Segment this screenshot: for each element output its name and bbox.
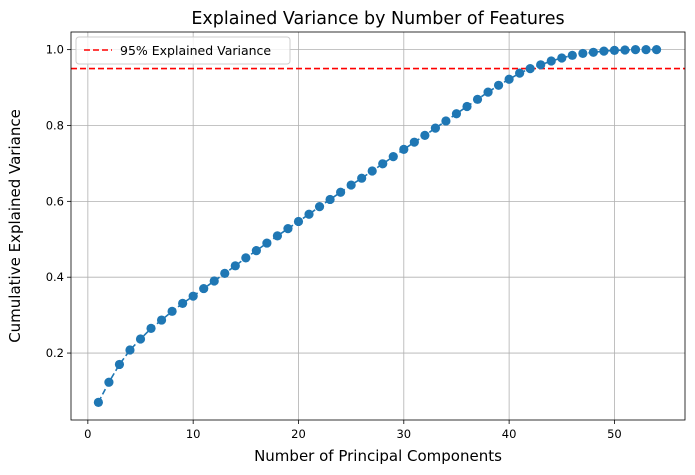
data-point bbox=[135, 334, 146, 344]
y-tick-label: 1.0 bbox=[46, 43, 64, 57]
data-point bbox=[241, 253, 251, 263]
data-point bbox=[346, 180, 356, 190]
data-point bbox=[125, 345, 135, 355]
data-point bbox=[367, 166, 377, 176]
data-point bbox=[325, 194, 335, 205]
data-point bbox=[272, 231, 283, 241]
x-tick-label: 0 bbox=[84, 427, 91, 441]
x-tick-label: 40 bbox=[502, 427, 517, 441]
x-tick-label: 50 bbox=[607, 427, 622, 441]
y-tick-label: 0.8 bbox=[46, 118, 64, 132]
data-point bbox=[409, 137, 419, 147]
x-axis: 0 10 20 30 40 50 bbox=[84, 420, 622, 441]
data-point bbox=[336, 187, 346, 197]
data-point bbox=[493, 80, 504, 90]
data-point bbox=[209, 276, 219, 286]
data-point bbox=[357, 173, 367, 183]
data-point bbox=[146, 323, 156, 334]
data-point bbox=[378, 159, 388, 169]
data-point bbox=[230, 261, 240, 271]
data-point bbox=[651, 45, 662, 55]
y-tick-label: 0.2 bbox=[46, 346, 64, 360]
data-point bbox=[462, 101, 472, 112]
data-point bbox=[578, 48, 588, 59]
data-point bbox=[220, 268, 230, 279]
data-point bbox=[156, 315, 167, 325]
x-tick-label: 30 bbox=[396, 427, 411, 441]
data-point bbox=[199, 283, 209, 294]
data-point bbox=[546, 56, 556, 66]
y-tick-label: 0.6 bbox=[46, 194, 64, 208]
data-point bbox=[283, 224, 293, 234]
data-point bbox=[262, 238, 272, 248]
data-point bbox=[178, 298, 188, 308]
data-point bbox=[557, 53, 567, 63]
x-axis-title: Number of Principal Components bbox=[254, 447, 502, 465]
data-point bbox=[104, 377, 114, 387]
data-point bbox=[188, 291, 198, 301]
data-point bbox=[536, 60, 546, 70]
legend-box bbox=[75, 36, 291, 65]
data-point bbox=[114, 359, 125, 370]
legend-label-threshold: 95% Explained Variance bbox=[120, 43, 271, 58]
x-tick-label: 20 bbox=[291, 427, 306, 441]
y-axis-title: Cumulative Explained Variance bbox=[6, 109, 24, 343]
data-point bbox=[609, 45, 620, 55]
data-point bbox=[483, 87, 493, 97]
data-point bbox=[251, 246, 261, 256]
data-point bbox=[399, 144, 409, 154]
data-point bbox=[93, 397, 103, 407]
data-point bbox=[620, 45, 630, 55]
data-point bbox=[167, 306, 177, 316]
x-tick-label: 10 bbox=[186, 427, 201, 441]
data-point bbox=[451, 109, 462, 119]
data-point bbox=[304, 209, 314, 219]
data-point bbox=[293, 216, 304, 227]
y-axis: 0.2 0.4 0.6 0.8 1.0 bbox=[46, 43, 71, 360]
y-tick-label: 0.4 bbox=[46, 270, 64, 284]
data-point bbox=[588, 47, 598, 57]
data-point bbox=[599, 46, 609, 56]
data-point bbox=[641, 45, 651, 55]
data-point bbox=[515, 68, 525, 78]
data-point bbox=[504, 74, 514, 84]
data-point bbox=[630, 45, 641, 55]
data-point bbox=[430, 123, 440, 133]
data-point bbox=[567, 50, 577, 60]
chart-title: Explained Variance by Number of Features bbox=[191, 9, 564, 29]
data-point bbox=[420, 130, 430, 140]
legend: 95% Explained Variance bbox=[75, 36, 291, 65]
data-point bbox=[441, 116, 451, 126]
data-point bbox=[525, 64, 535, 74]
series-layer bbox=[93, 45, 662, 407]
data-point bbox=[314, 202, 325, 212]
plot-frame bbox=[70, 31, 686, 421]
data-point bbox=[388, 151, 398, 162]
data-point bbox=[472, 94, 483, 104]
